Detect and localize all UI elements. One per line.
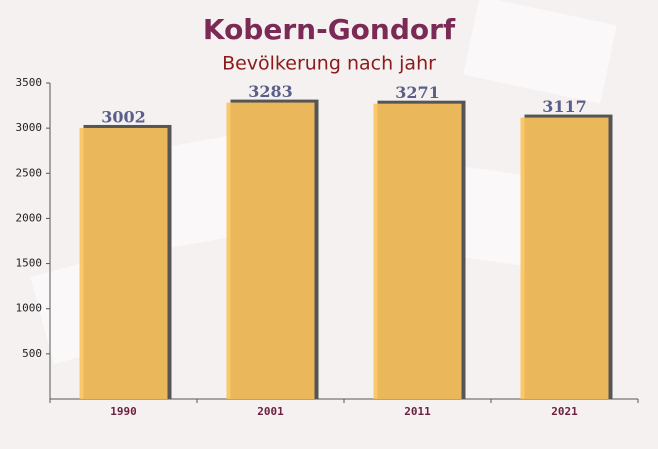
y-tick-label: 2500 (16, 166, 43, 179)
bar (79, 127, 168, 400)
x-tick-label: 2001 (257, 405, 284, 418)
y-tick-label: 500 (22, 347, 42, 360)
value-label: 3117 (542, 97, 587, 116)
bar (373, 103, 462, 400)
x-tick-label: 1990 (110, 405, 137, 418)
chart-title: Kobern-Gondorf (203, 13, 456, 46)
y-tick-label: 3000 (16, 121, 43, 134)
value-label: 3283 (248, 82, 293, 101)
value-label: 3002 (101, 107, 146, 126)
y-tick-label: 1000 (16, 302, 43, 315)
x-tick-label: 2011 (404, 405, 431, 418)
y-tick-label: 1500 (16, 257, 43, 270)
value-label: 3271 (395, 83, 440, 102)
y-tick-label: 3500 (16, 76, 43, 89)
x-tick-label: 2021 (551, 405, 578, 418)
chart-subtitle: Bevölkerung nach jahr (222, 53, 436, 75)
bar (226, 102, 315, 399)
y-tick-label: 2000 (16, 211, 43, 224)
bar (520, 117, 609, 399)
